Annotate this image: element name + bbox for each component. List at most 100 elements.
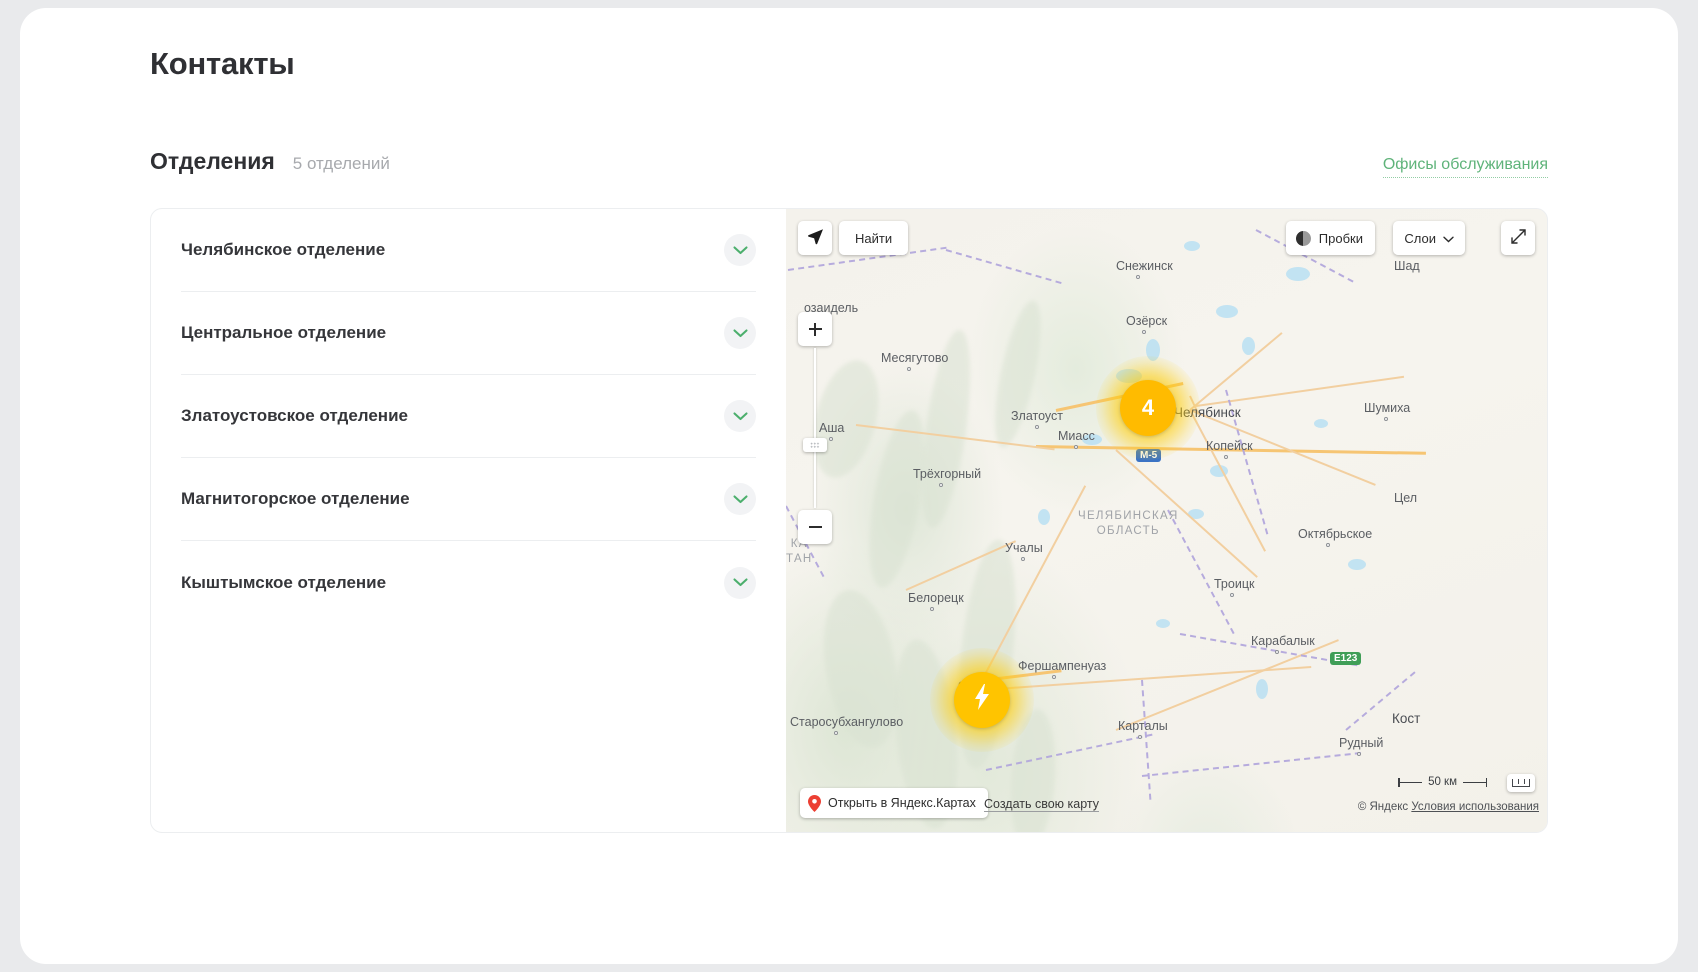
map-place-label: Фершампенуаз: [1018, 659, 1107, 673]
copyright-prefix: © Яндекс: [1357, 801, 1409, 813]
zoom-in-button[interactable]: [798, 312, 832, 346]
ruler-icon: [1512, 779, 1530, 787]
map-city-dot: [1230, 593, 1234, 597]
map-city-dot: [907, 367, 911, 371]
branch-row-1[interactable]: Центральное отделение: [181, 292, 756, 375]
map-city-dot: [1021, 557, 1025, 561]
map-city-dot: [1224, 455, 1228, 459]
lake: [1348, 559, 1366, 570]
map-cluster-marker-1[interactable]: 4: [1096, 356, 1200, 460]
traffic-label: Пробки: [1318, 230, 1363, 246]
map-place-label: Копейск: [1206, 439, 1253, 453]
traffic-toggle[interactable]: Пробки: [1285, 221, 1375, 255]
branch-name: Златоустовское отделение: [181, 406, 408, 425]
map-city-dot: [1138, 735, 1142, 739]
branch-expand-button-0[interactable]: [724, 234, 756, 266]
branch-row-0[interactable]: Челябинское отделение: [181, 209, 756, 292]
lake: [1242, 337, 1255, 355]
geolocation-arrow-icon: [806, 227, 825, 249]
map-canvas[interactable]: Снежинск Озёрск Шад Месягутово озаидель Злато…: [786, 209, 1547, 832]
lake: [1156, 619, 1170, 628]
offices-link[interactable]: Офисы обслуживания: [1382, 156, 1548, 178]
map-city-dot: [1074, 445, 1078, 449]
page-title: Контакты: [150, 46, 295, 81]
lake: [1082, 434, 1102, 445]
chevron-down-icon: [732, 411, 748, 421]
terms-link[interactable]: Условия использования: [1411, 801, 1539, 813]
branch-expand-button-1[interactable]: [724, 317, 756, 349]
ruler-button[interactable]: [1507, 774, 1535, 792]
map-city-dot: [1035, 425, 1039, 429]
map-road-shield: E123: [1330, 652, 1362, 665]
branch-name: Центральное отделение: [181, 323, 387, 342]
map-place-label: Учалы: [1005, 541, 1043, 555]
page-card: Контакты Отделения 5 отделений Офисы обс…: [20, 8, 1678, 964]
open-in-label: Открыть в Яндекс.Картах: [828, 796, 976, 810]
zoom-controls[interactable]: [798, 312, 832, 544]
zoom-out-button[interactable]: [798, 510, 832, 544]
lake: [1184, 241, 1200, 251]
map-place-label: Карабалык: [1251, 634, 1315, 648]
layers-label: Слои: [1404, 230, 1436, 246]
lake: [1314, 419, 1328, 428]
map-city-dot: [1357, 752, 1361, 756]
branches-map-panel: Челябинское отделение Центральное отделе…: [150, 208, 1548, 833]
map-city-dot: [1275, 650, 1279, 654]
map-place-label: Месягутово: [881, 351, 949, 365]
scale-bar: 50 км: [1398, 776, 1487, 788]
scale-tick-left: [1398, 777, 1423, 787]
map-place-label: Озёрск: [1126, 314, 1168, 328]
branch-expand-button-2[interactable]: [724, 400, 756, 432]
layers-dropdown[interactable]: Слои: [1393, 221, 1465, 255]
lake: [1146, 339, 1160, 361]
scale-label: 50 км: [1428, 776, 1457, 788]
section-header: Отделения 5 отделений: [150, 148, 390, 175]
map-place-label: Златоуст: [1011, 409, 1064, 423]
map-place-label: Октябрьское: [1298, 527, 1373, 541]
chevron-down-icon: [732, 245, 748, 255]
find-button[interactable]: Найти: [839, 221, 909, 255]
branch-name: Кыштымское отделение: [181, 572, 387, 592]
branch-expand-button-3[interactable]: [724, 483, 756, 515]
marker-core[interactable]: [954, 672, 1010, 728]
map-city-dot: [1052, 675, 1056, 679]
map-copyright: © Яндекс Условия использования: [1358, 801, 1539, 813]
map-region-label: ЧЕЛЯБИНСКАЯ ОБЛАСТЬ: [1078, 510, 1179, 537]
map-city-dot: [1136, 275, 1140, 279]
map-place-label: Аша: [819, 421, 845, 435]
create-map-link[interactable]: Создать свою карту: [984, 797, 1100, 812]
marker-core[interactable]: 4: [1120, 380, 1176, 436]
branch-row-2[interactable]: Златоустовское отделение: [181, 375, 756, 458]
branch-expand-button-4[interactable]: [724, 566, 756, 599]
map-place-label: Рудный: [1339, 736, 1384, 750]
lake: [1188, 509, 1204, 519]
lake: [1038, 509, 1050, 525]
zoom-slider-track[interactable]: [803, 348, 827, 508]
zoom-slider-thumb[interactable]: [803, 438, 827, 452]
lake: [1216, 305, 1238, 318]
map-place-label: Шумиха: [1364, 401, 1411, 415]
map-city-dot: [1326, 543, 1330, 547]
map-place-label: Белорецк: [908, 591, 964, 605]
fullscreen-button[interactable]: [1501, 221, 1535, 255]
minus-icon: [808, 521, 822, 534]
map-place-label: Старосубхангулово: [790, 715, 904, 729]
branch-row-4[interactable]: Кыштымское отделение: [181, 541, 756, 624]
map-city-dot: [829, 437, 833, 441]
geolocation-button[interactable]: [798, 221, 832, 255]
section-title: Отделения: [150, 148, 275, 174]
map-cluster-marker-2[interactable]: [930, 648, 1034, 752]
map-city-dot: [1142, 330, 1146, 334]
chevron-down-icon: [732, 494, 748, 504]
map-place-label: Троицк: [1214, 577, 1255, 591]
open-in-yandex-maps-button[interactable]: Открыть в Яндекс.Картах: [800, 788, 988, 818]
map-city-dot: [834, 731, 838, 735]
branch-row-3[interactable]: Магнитогорское отделение: [181, 458, 756, 541]
section-count: 5 отделений: [292, 154, 390, 173]
plus-icon: [808, 322, 822, 336]
chevron-down-icon: [732, 328, 748, 338]
chevron-down-icon: [1443, 231, 1454, 246]
map-place-label: Шад: [1394, 259, 1420, 273]
map-city-dot: [939, 483, 943, 487]
map-place-label: Цел: [1394, 491, 1418, 505]
